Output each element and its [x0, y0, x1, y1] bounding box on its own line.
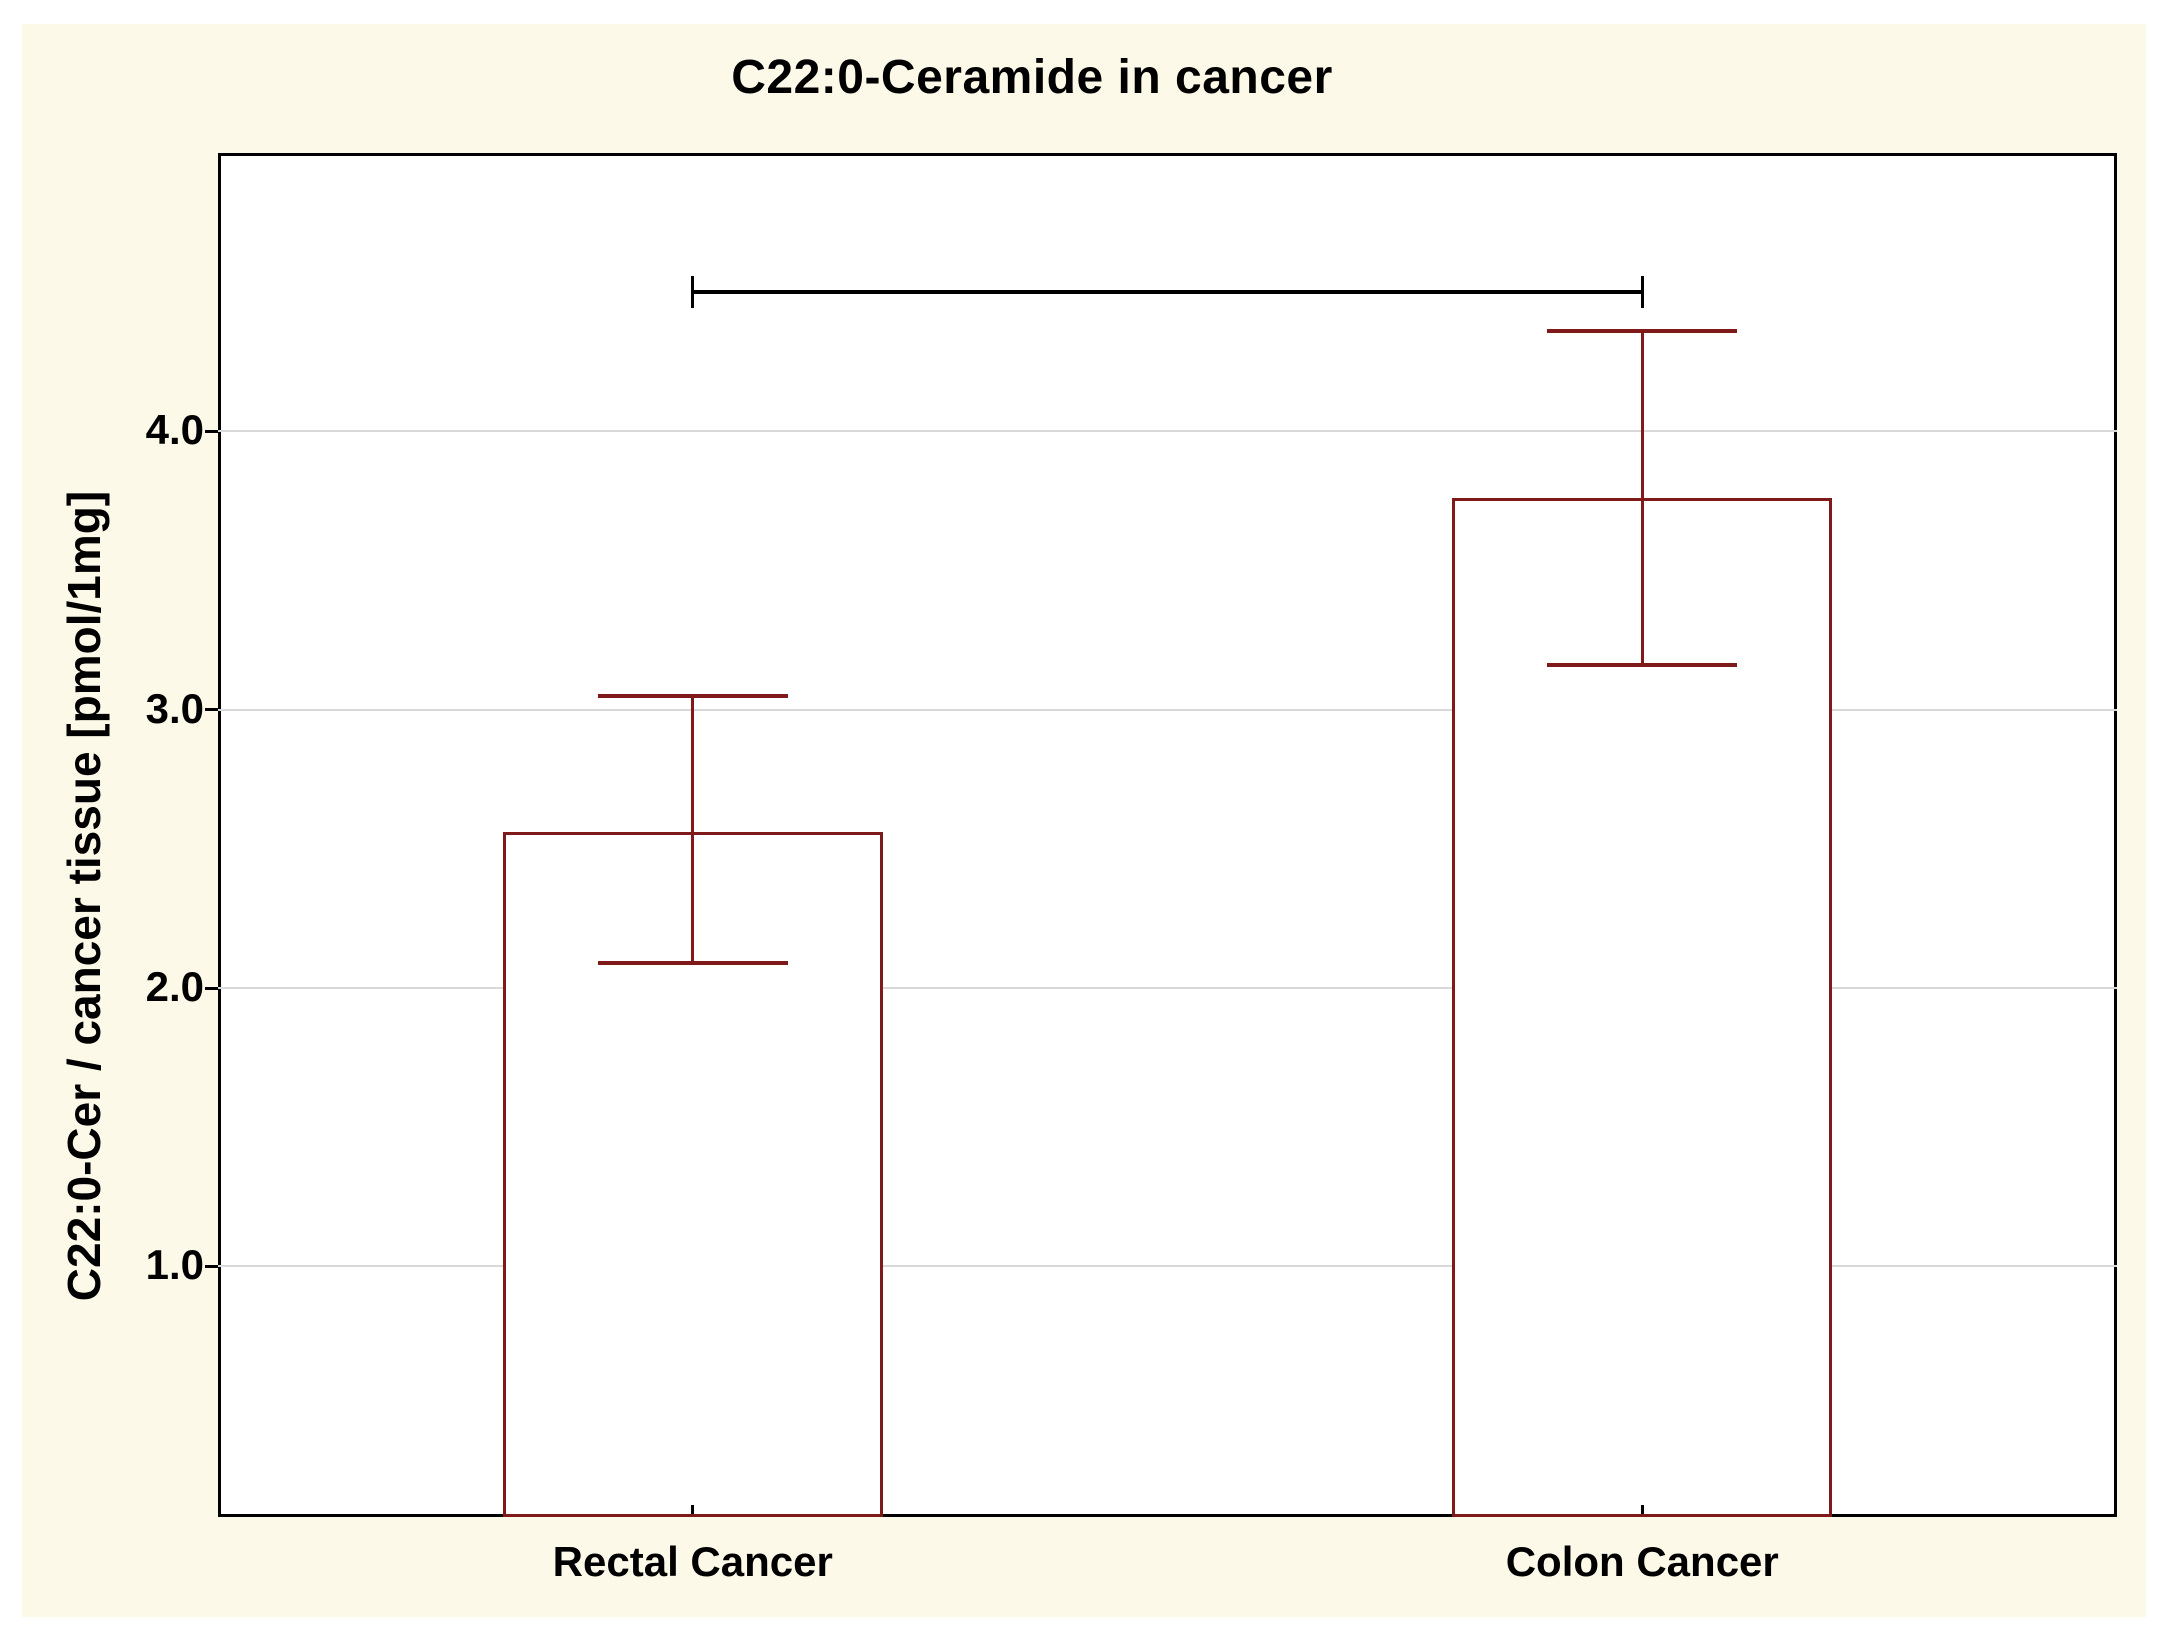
y-tick-label: 1.0 [145, 1241, 204, 1289]
y-axis-tick [205, 986, 218, 990]
error-bar-cap-upper [1547, 329, 1738, 334]
y-tick-label: 2.0 [145, 963, 204, 1011]
chart-title: C22:0-Ceramide in cancer [731, 51, 1333, 104]
significance-bracket-cap-left [691, 276, 695, 309]
error-bar-cap-lower [1547, 663, 1738, 668]
y-tick-label: 3.0 [145, 684, 204, 732]
x-axis-tick [1640, 1505, 1644, 1514]
x-axis-tick [691, 1505, 695, 1514]
error-bar-line [1640, 331, 1644, 666]
y-gridline [218, 987, 2117, 990]
y-gridline [218, 1265, 2117, 1268]
y-axis-tick [205, 708, 218, 712]
y-tick-label: 4.0 [145, 406, 204, 454]
significance-bracket-cap-right [1640, 276, 1644, 309]
y-axis-tick [205, 429, 218, 433]
y-axis-title: C22:0-Cer / cancer tissue [pmol/1mg] [58, 490, 110, 1302]
error-bar-line [691, 695, 695, 964]
y-gridline [218, 708, 2117, 711]
significance-bracket-line [692, 290, 1643, 295]
y-gridline [218, 430, 2117, 433]
error-bar-cap-lower [597, 961, 788, 966]
x-category-label: Rectal Cancer [552, 1538, 833, 1585]
x-category-label: Colon Cancer [1505, 1538, 1779, 1585]
chart-figure: C22:0-Ceramide in cancer C22:0-Cer / can… [22, 24, 2146, 1617]
y-axis-tick [205, 1264, 218, 1268]
error-bar-cap-upper [597, 693, 788, 698]
